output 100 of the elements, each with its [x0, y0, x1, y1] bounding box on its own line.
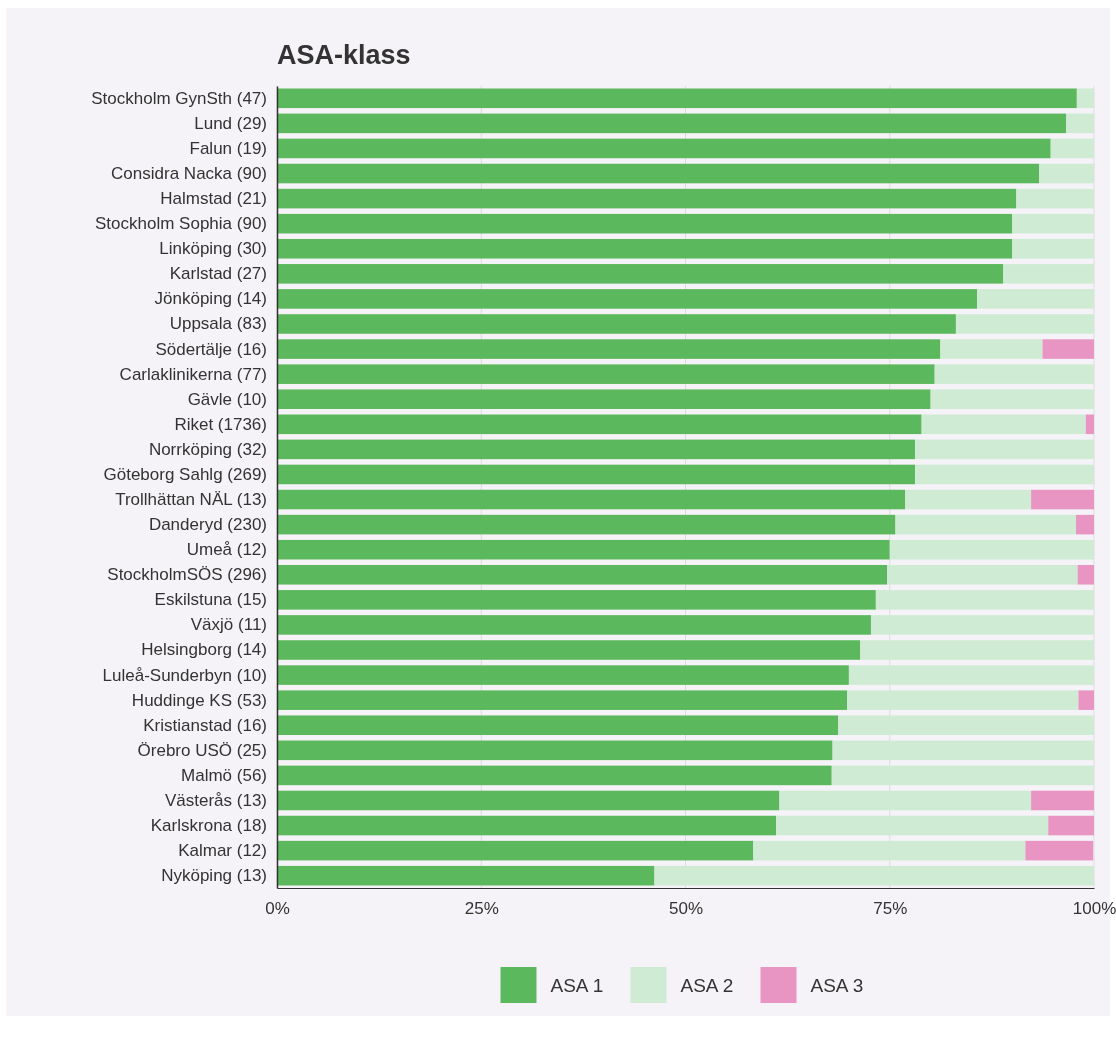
x-tick-label: 50%: [668, 899, 704, 919]
bar: [921, 414, 1086, 435]
bar: [1085, 414, 1094, 435]
bar: [1048, 815, 1094, 836]
y-tick-label: Huddinge KS (53): [131, 690, 267, 710]
bar: [277, 815, 777, 836]
y-tick-label: Carlaklinikerna (77): [119, 364, 267, 384]
y-tick-label: Linköping (30): [159, 239, 267, 259]
y-tick-label: Lund (29): [194, 113, 267, 133]
bar: [277, 690, 848, 710]
bar: [934, 364, 1094, 384]
bar: [277, 539, 890, 560]
bar: [915, 439, 1094, 460]
bar: [1066, 113, 1094, 134]
y-tick-label: Halmstad (21): [160, 189, 267, 209]
chart-title: ASA-klass: [277, 40, 411, 70]
y-tick-label: Örebro USÖ (25): [137, 740, 267, 760]
bar: [1031, 489, 1094, 510]
x-tick-label: 0%: [265, 899, 290, 919]
bar: [1012, 213, 1094, 234]
y-tick-label: Göteborg Sahlg (269): [103, 464, 267, 484]
bar: [277, 489, 906, 510]
y-tick-label: Södertälje (16): [155, 339, 267, 359]
bar: [277, 514, 896, 535]
bar: [1016, 188, 1094, 209]
bar: [277, 414, 922, 435]
bar: [847, 690, 1079, 710]
y-tick-label: Eskilstuna (15): [154, 590, 267, 610]
bar: [277, 364, 935, 384]
bar: [277, 740, 833, 761]
bar: [875, 590, 1094, 610]
y-tick-label: Uppsala (83): [169, 314, 267, 334]
bar: [860, 640, 1094, 660]
bar: [905, 489, 1032, 510]
bar: [277, 765, 832, 786]
bar: [831, 765, 1094, 786]
y-tick-label: Karlskrona (18): [150, 816, 267, 835]
legend-label: ASA 3: [810, 975, 864, 996]
bar: [277, 113, 1067, 134]
x-tick-label: 100%: [1072, 899, 1116, 919]
bar: [1076, 88, 1094, 109]
y-tick-label: Malmö (56): [181, 765, 267, 785]
bar: [895, 514, 1077, 535]
bar: [940, 339, 1043, 359]
y-tick-label: Jönköping (14): [154, 289, 267, 309]
bar: [277, 238, 1013, 259]
y-tick-label: Västerås (13): [164, 790, 267, 810]
y-tick-label: Nyköping (13): [161, 866, 267, 886]
legend-label: ASA 1: [550, 975, 604, 996]
y-tick-label: StockholmSÖS (296): [107, 565, 267, 585]
y-tick-label: Kristianstad (16): [143, 715, 267, 735]
bar: [889, 539, 1094, 560]
bar: [277, 339, 941, 359]
bar: [955, 314, 1094, 334]
bar: [870, 615, 1094, 635]
y-tick-label: Stockholm GynSth (47): [91, 88, 267, 108]
bar: [779, 790, 1032, 811]
x-tick-label: 25%: [464, 899, 499, 919]
bar: [776, 815, 1049, 836]
y-tick-label: Helsingborg (14): [141, 640, 267, 660]
bar: [277, 439, 916, 460]
bar: [277, 464, 916, 485]
bar: [277, 790, 780, 811]
bar: [277, 615, 871, 635]
bar: [838, 715, 1094, 736]
y-tick-label: Gävle (10): [187, 389, 267, 409]
y-tick-label: Considra Nacka (90): [111, 163, 267, 183]
bar: [277, 865, 655, 886]
bar: [1076, 514, 1094, 535]
bar: [277, 188, 1017, 209]
y-tick-label: Trollhättan NÄL (13): [115, 489, 267, 509]
bar: [277, 264, 1004, 284]
bar: [1039, 163, 1094, 184]
bar: [1025, 840, 1094, 861]
bar: [277, 289, 978, 309]
bar: [277, 590, 876, 610]
bar: [848, 665, 1094, 685]
y-tick-label: Danderyd (230): [148, 515, 267, 535]
bar: [277, 640, 861, 660]
bar: [1031, 790, 1094, 811]
y-tick-label: Växjö (11): [190, 615, 267, 635]
bar: [277, 665, 849, 685]
bar: [277, 715, 839, 736]
bar: [930, 389, 1094, 410]
bar: [753, 840, 1026, 861]
bar: [1078, 690, 1094, 710]
bar: [277, 564, 888, 585]
bar: [887, 564, 1078, 585]
bar: [1077, 564, 1094, 585]
y-tick-label: Kalmar (12): [178, 841, 267, 861]
y-tick-label: Karlstad (27): [169, 264, 267, 284]
bar: [832, 740, 1094, 761]
bar: [277, 213, 1013, 234]
bar: [654, 865, 1094, 886]
legend-label: ASA 2: [680, 975, 734, 996]
bar: [277, 138, 1051, 159]
bar: [1042, 339, 1094, 359]
y-tick-label: Norrköping (32): [148, 439, 267, 459]
bar: [977, 289, 1094, 309]
y-tick-label: Luleå-Sunderbyn (10): [102, 665, 267, 685]
